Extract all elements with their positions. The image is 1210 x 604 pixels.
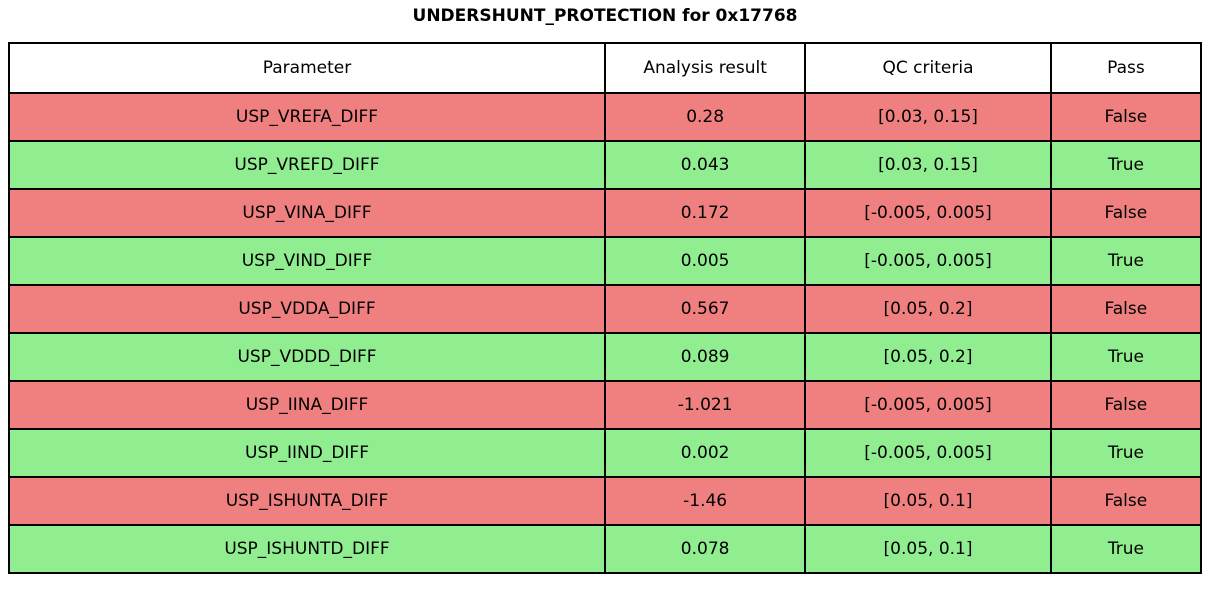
cell-qc-criteria: [0.05, 0.2] (804, 332, 1052, 382)
cell-parameter: USP_VDDA_DIFF (8, 284, 606, 334)
cell-qc-criteria: [0.05, 0.1] (804, 476, 1052, 526)
table-row: USP_VIND_DIFF 0.005 [-0.005, 0.005] True (8, 236, 1203, 286)
table-row: USP_IINA_DIFF -1.021 [-0.005, 0.005] False (8, 380, 1203, 430)
cell-qc-criteria: [-0.005, 0.005] (804, 188, 1052, 238)
cell-parameter: USP_VREFA_DIFF (8, 92, 606, 142)
header-row: Parameter Analysis result QC criteria Pass (8, 42, 1203, 94)
page-title: UNDERSHUNT_PROTECTION for 0x17768 (412, 6, 798, 26)
cell-pass: False (1049, 476, 1203, 526)
table-row: USP_VINA_DIFF 0.172 [-0.005, 0.005] False (8, 188, 1203, 238)
cell-parameter: USP_VDDD_DIFF (8, 332, 606, 382)
table-row: USP_ISHUNTA_DIFF -1.46 [0.05, 0.1] False (8, 476, 1203, 526)
cell-parameter: USP_VINA_DIFF (8, 188, 606, 238)
cell-pass: True (1049, 140, 1203, 190)
column-header-3: Pass (1049, 42, 1203, 94)
cell-analysis-result: 0.002 (603, 428, 807, 478)
cell-analysis-result: 0.078 (603, 524, 807, 574)
cell-qc-criteria: [-0.005, 0.005] (804, 428, 1052, 478)
cell-qc-criteria: [0.05, 0.1] (804, 524, 1052, 574)
cell-analysis-result: 0.28 (603, 92, 807, 142)
cell-pass: False (1049, 188, 1203, 238)
cell-analysis-result: 0.089 (603, 332, 807, 382)
cell-parameter: USP_VREFD_DIFF (8, 140, 606, 190)
cell-pass: True (1049, 332, 1203, 382)
qc-results-table: Parameter Analysis result QC criteria Pass … (8, 42, 1203, 574)
cell-parameter: USP_ISHUNTA_DIFF (8, 476, 606, 526)
cell-qc-criteria: [0.05, 0.2] (804, 284, 1052, 334)
cell-parameter: USP_IINA_DIFF (8, 380, 606, 430)
cell-pass: True (1049, 428, 1203, 478)
cell-parameter: USP_ISHUNTD_DIFF (8, 524, 606, 574)
cell-analysis-result: 0.567 (603, 284, 807, 334)
table-row: USP_ISHUNTD_DIFF 0.078 [0.05, 0.1] True (8, 524, 1203, 574)
table-row: USP_VREFD_DIFF 0.043 [0.03, 0.15] True (8, 140, 1203, 190)
table-body: USP_VREFA_DIFF 0.28 [0.03, 0.15] False USP_V… (8, 92, 1203, 574)
cell-qc-criteria: [0.03, 0.15] (804, 140, 1052, 190)
cell-parameter: USP_VIND_DIFF (8, 236, 606, 286)
table-row: USP_VREFA_DIFF 0.28 [0.03, 0.15] False (8, 92, 1203, 142)
cell-qc-criteria: [0.03, 0.15] (804, 92, 1052, 142)
cell-analysis-result: 0.043 (603, 140, 807, 190)
cell-analysis-result: -1.021 (603, 380, 807, 430)
cell-qc-criteria: [-0.005, 0.005] (804, 380, 1052, 430)
column-header-2: QC criteria (804, 42, 1052, 94)
cell-analysis-result: 0.172 (603, 188, 807, 238)
cell-pass: False (1049, 284, 1203, 334)
column-header-0: Parameter (8, 42, 606, 94)
cell-pass: False (1049, 92, 1203, 142)
cell-pass: True (1049, 236, 1203, 286)
cell-analysis-result: -1.46 (603, 476, 807, 526)
cell-qc-criteria: [-0.005, 0.005] (804, 236, 1052, 286)
cell-pass: False (1049, 380, 1203, 430)
cell-parameter: USP_IIND_DIFF (8, 428, 606, 478)
cell-analysis-result: 0.005 (603, 236, 807, 286)
table-row: USP_IIND_DIFF 0.002 [-0.005, 0.005] True (8, 428, 1203, 478)
table-row: USP_VDDD_DIFF 0.089 [0.05, 0.2] True (8, 332, 1203, 382)
column-header-1: Analysis result (603, 42, 807, 94)
table-row: USP_VDDA_DIFF 0.567 [0.05, 0.2] False (8, 284, 1203, 334)
cell-pass: True (1049, 524, 1203, 574)
